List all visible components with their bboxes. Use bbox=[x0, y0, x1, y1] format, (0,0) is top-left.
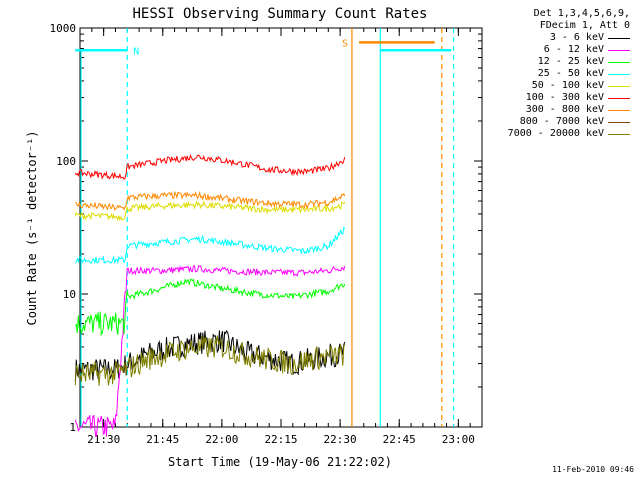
legend-label: 3 - 6 keV bbox=[549, 32, 604, 43]
series-line bbox=[74, 153, 346, 180]
series-line bbox=[75, 190, 346, 211]
legend-swatch bbox=[608, 74, 630, 75]
x-axis-label: Start Time (19-May-06 21:22:02) bbox=[168, 455, 392, 469]
x-tick-label: 22:15 bbox=[264, 433, 297, 446]
legend-item: 3 - 6 keV bbox=[486, 32, 632, 44]
series-line bbox=[74, 277, 346, 337]
legend-item: 6 - 12 keV bbox=[486, 44, 632, 56]
legend-header-line-2: FDecim 1, Att 0 bbox=[539, 20, 630, 31]
legend-label: 50 - 100 keV bbox=[531, 80, 604, 91]
y-tick-label: 1000 bbox=[50, 22, 77, 35]
legend-rows: 3 - 6 keV 6 - 12 keV 12 - 25 keV 25 - 50 ke… bbox=[486, 32, 632, 140]
legend-swatch bbox=[608, 86, 630, 87]
x-tick-label: 21:30 bbox=[87, 433, 120, 446]
series-line bbox=[74, 200, 346, 222]
series-group bbox=[74, 153, 346, 438]
legend-item: 100 - 300 keV bbox=[486, 92, 632, 104]
y-axis-label: Count Rate (s⁻¹ detector⁻¹) bbox=[25, 130, 39, 325]
legend-label: 7000 - 20000 keV bbox=[507, 128, 604, 139]
legend-item: 7000 - 20000 keV bbox=[486, 128, 632, 140]
legend-swatch bbox=[608, 110, 630, 111]
x-tick-label: 22:30 bbox=[324, 433, 357, 446]
x-tick-label: 22:45 bbox=[383, 433, 416, 446]
x-tick-label: 21:45 bbox=[146, 433, 179, 446]
legend-item: 12 - 25 keV bbox=[486, 56, 632, 68]
y-tick-label: 100 bbox=[56, 155, 76, 168]
y-axis: 1 10 100 1000 bbox=[50, 22, 482, 434]
annotation-s: S bbox=[342, 38, 348, 49]
legend-label: 100 - 300 keV bbox=[525, 92, 604, 103]
legend-item: 800 - 7000 keV bbox=[486, 116, 632, 128]
legend-swatch bbox=[608, 134, 630, 135]
chart-title: HESSI Observing Summary Count Rates bbox=[132, 6, 427, 22]
orbit-markers: NS bbox=[75, 28, 455, 427]
annotation-n: N bbox=[133, 46, 139, 57]
timestamp: 11-Feb-2010 09:46 bbox=[552, 465, 634, 474]
legend-item: 300 - 800 keV bbox=[486, 104, 632, 116]
legend-label: 25 - 50 keV bbox=[537, 68, 604, 79]
legend-swatch bbox=[608, 62, 630, 63]
legend-label: 800 - 7000 keV bbox=[519, 116, 604, 127]
legend-swatch bbox=[608, 50, 630, 51]
legend-item: 50 - 100 keV bbox=[486, 80, 632, 92]
series-line bbox=[74, 226, 346, 265]
series-line bbox=[74, 335, 346, 386]
legend-label: 300 - 800 keV bbox=[525, 104, 604, 115]
x-tick-label: 22:00 bbox=[205, 433, 238, 446]
x-axis: 21:30 21:45 22:00 22:15 22:30 22:45 23:00 bbox=[87, 28, 475, 446]
legend: Det 1,3,4,5,6,9, FDecim 1, Att 0 3 - 6 k… bbox=[486, 8, 632, 140]
legend-swatch bbox=[608, 98, 630, 99]
y-tick-label: 1 bbox=[69, 421, 76, 434]
legend-header-line-1: Det 1,3,4,5,6,9, bbox=[533, 8, 630, 19]
x-tick-label: 23:00 bbox=[442, 433, 475, 446]
legend-swatch bbox=[608, 122, 630, 123]
y-tick-label: 10 bbox=[63, 288, 76, 301]
legend-label: 12 - 25 keV bbox=[537, 56, 604, 67]
legend-swatch bbox=[608, 38, 630, 39]
legend-item: 25 - 50 keV bbox=[486, 68, 632, 80]
legend-label: 6 - 12 keV bbox=[543, 44, 604, 55]
